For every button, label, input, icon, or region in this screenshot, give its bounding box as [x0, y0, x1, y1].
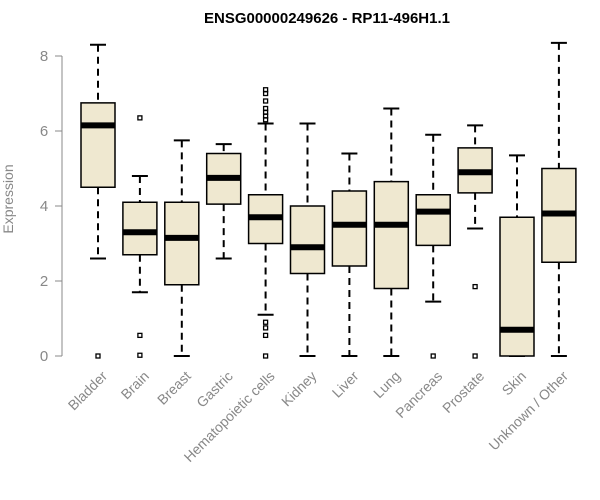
y-tick-label: 6 [40, 123, 48, 140]
x-tick-label: Lung [370, 368, 403, 401]
iqr-box [164, 201, 200, 286]
y-axis-label: Expression [0, 164, 16, 233]
iqr-box [331, 190, 368, 267]
outlier-point [472, 283, 478, 290]
iqr-box [289, 205, 326, 275]
outlier-point [137, 115, 143, 121]
chart-title: ENSG00000249626 - RP11-496H1.1 [204, 10, 450, 27]
iqr-box [373, 180, 410, 290]
box-12 [541, 41, 577, 357]
box-3 [164, 139, 200, 357]
x-tick-label: Kidney [278, 368, 320, 410]
box-10 [457, 124, 493, 359]
box-7 [331, 152, 368, 357]
x-tick-label: Breast [154, 368, 194, 408]
outlier-point [137, 332, 143, 339]
iqr-box [80, 102, 116, 188]
outlier-point [262, 325, 269, 331]
box-1 [80, 43, 116, 359]
x-tick-label: Unknown / Other [485, 368, 571, 454]
outlier-point [262, 332, 269, 339]
iqr-box [499, 216, 535, 357]
x-tick-label: Bladder [65, 368, 111, 414]
y-axis: 0 2 4 6 8 [40, 48, 63, 365]
outlier-point [262, 319, 269, 325]
y-tick-label: 2 [40, 273, 48, 290]
box-8 [373, 107, 410, 357]
outlier-point [430, 353, 436, 359]
box-9 [415, 133, 451, 359]
iqr-box [415, 194, 451, 247]
box-6 [289, 122, 326, 357]
x-tick-label: Liver [329, 368, 362, 401]
box-2 [122, 115, 158, 358]
outlier-point [262, 117, 269, 123]
iqr-box [122, 201, 158, 256]
box-11 [499, 154, 535, 357]
outlier-point [137, 352, 143, 358]
box-4 [205, 143, 242, 260]
y-tick-label: 4 [40, 198, 48, 215]
outlier-point [472, 353, 478, 359]
y-tick-label: 8 [40, 48, 48, 65]
x-tick-label: Skin [499, 368, 530, 399]
x-tick-label: Pancreas [392, 368, 445, 421]
x-tick-label: Prostate [439, 368, 487, 416]
y-tick-label: 0 [40, 348, 48, 365]
outlier-point [262, 98, 269, 104]
outlier-point [95, 353, 101, 359]
x-tick-label: Brain [118, 368, 152, 402]
box-5 [247, 87, 284, 359]
outlier-point [262, 353, 269, 359]
outlier-point [262, 90, 269, 97]
boxes-group [80, 41, 577, 359]
